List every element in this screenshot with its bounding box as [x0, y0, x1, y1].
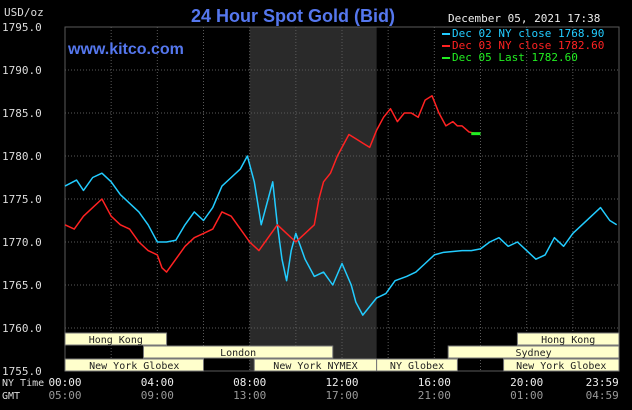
time-tick-label: 08:00	[233, 376, 266, 389]
time-tick-label: 13:00	[233, 389, 266, 402]
time-tick-label: 20:00	[510, 376, 543, 389]
time-tick-label: 23:59	[586, 376, 619, 389]
ny-session-highlight-band	[249, 27, 377, 371]
time-tick-label: 16:00	[418, 376, 451, 389]
time-tick-label: 12:00	[325, 376, 358, 389]
legend-entry: Dec 03 NY close 1782.60	[452, 39, 604, 52]
price-series	[64, 95, 618, 316]
time-row-label: NY Time	[2, 378, 44, 389]
market-session-box	[142, 345, 334, 359]
market-session-box	[503, 358, 620, 372]
market-session-label: New York NYMEX	[273, 361, 357, 372]
market-session-box	[64, 332, 168, 346]
market-session-label: New York Globex	[516, 361, 606, 372]
series-line	[64, 95, 481, 273]
market-session-box	[376, 358, 458, 372]
y-axis-unit-label: USD/oz	[4, 6, 44, 19]
time-tick-label: 21:00	[418, 389, 451, 402]
y-tick-label: 1775.0	[2, 193, 42, 206]
y-tick-label: 1760.0	[2, 322, 42, 335]
chart-datetime: December 05, 2021 17:38	[448, 12, 600, 25]
y-tick-label: 1770.0	[2, 236, 42, 249]
time-row-label: GMT	[2, 391, 20, 402]
legend-entry: Dec 02 NY close 1768.90	[452, 27, 604, 40]
market-session-label: Hong Kong	[541, 335, 595, 346]
time-tick-label: 04:00	[141, 376, 174, 389]
market-session-label: Hong Kong	[89, 335, 143, 346]
time-tick-label: 00:00	[48, 376, 81, 389]
market-session-label: NY Globex	[390, 361, 444, 372]
y-tick-label: 1765.0	[2, 279, 42, 292]
time-tick-label: 04:59	[586, 389, 619, 402]
market-session-box	[447, 345, 620, 359]
y-tick-label: 1790.0	[2, 64, 42, 77]
y-tick-label: 1780.0	[2, 150, 42, 163]
series-line	[64, 155, 618, 316]
y-tick-label: 1755.0	[2, 365, 42, 378]
chart-title: 24 Hour Spot Gold (Bid)	[191, 6, 395, 26]
time-tick-label: 17:00	[325, 389, 358, 402]
time-tick-label: 01:00	[510, 389, 543, 402]
market-session-label: Sydney	[516, 348, 552, 359]
market-session-box	[516, 332, 620, 346]
time-axis: NY Time 00:00 04:00 08:00 12:00 16:00 20:00 23:…	[2, 376, 619, 402]
time-tick-label: 05:00	[48, 389, 81, 402]
market-sessions: Hong Kong Hong Kong London Sydney New York G…	[64, 332, 620, 372]
grid-lines	[64, 26, 620, 372]
y-tick-label: 1795.0	[2, 21, 42, 34]
y-axis-tick-labels: 1795.0 1790.0 1785.0 1780.0 1775.0 1770.0 1765…	[2, 21, 42, 378]
market-session-label: New York Globex	[89, 361, 179, 372]
site-watermark: www.kitco.com	[67, 41, 184, 58]
market-session-label: London	[220, 348, 256, 359]
time-tick-label: 09:00	[141, 389, 174, 402]
y-tick-label: 1785.0	[2, 107, 42, 120]
market-session-box	[64, 358, 204, 372]
legend-entry: Dec 05 Last 1782.60	[452, 51, 578, 64]
